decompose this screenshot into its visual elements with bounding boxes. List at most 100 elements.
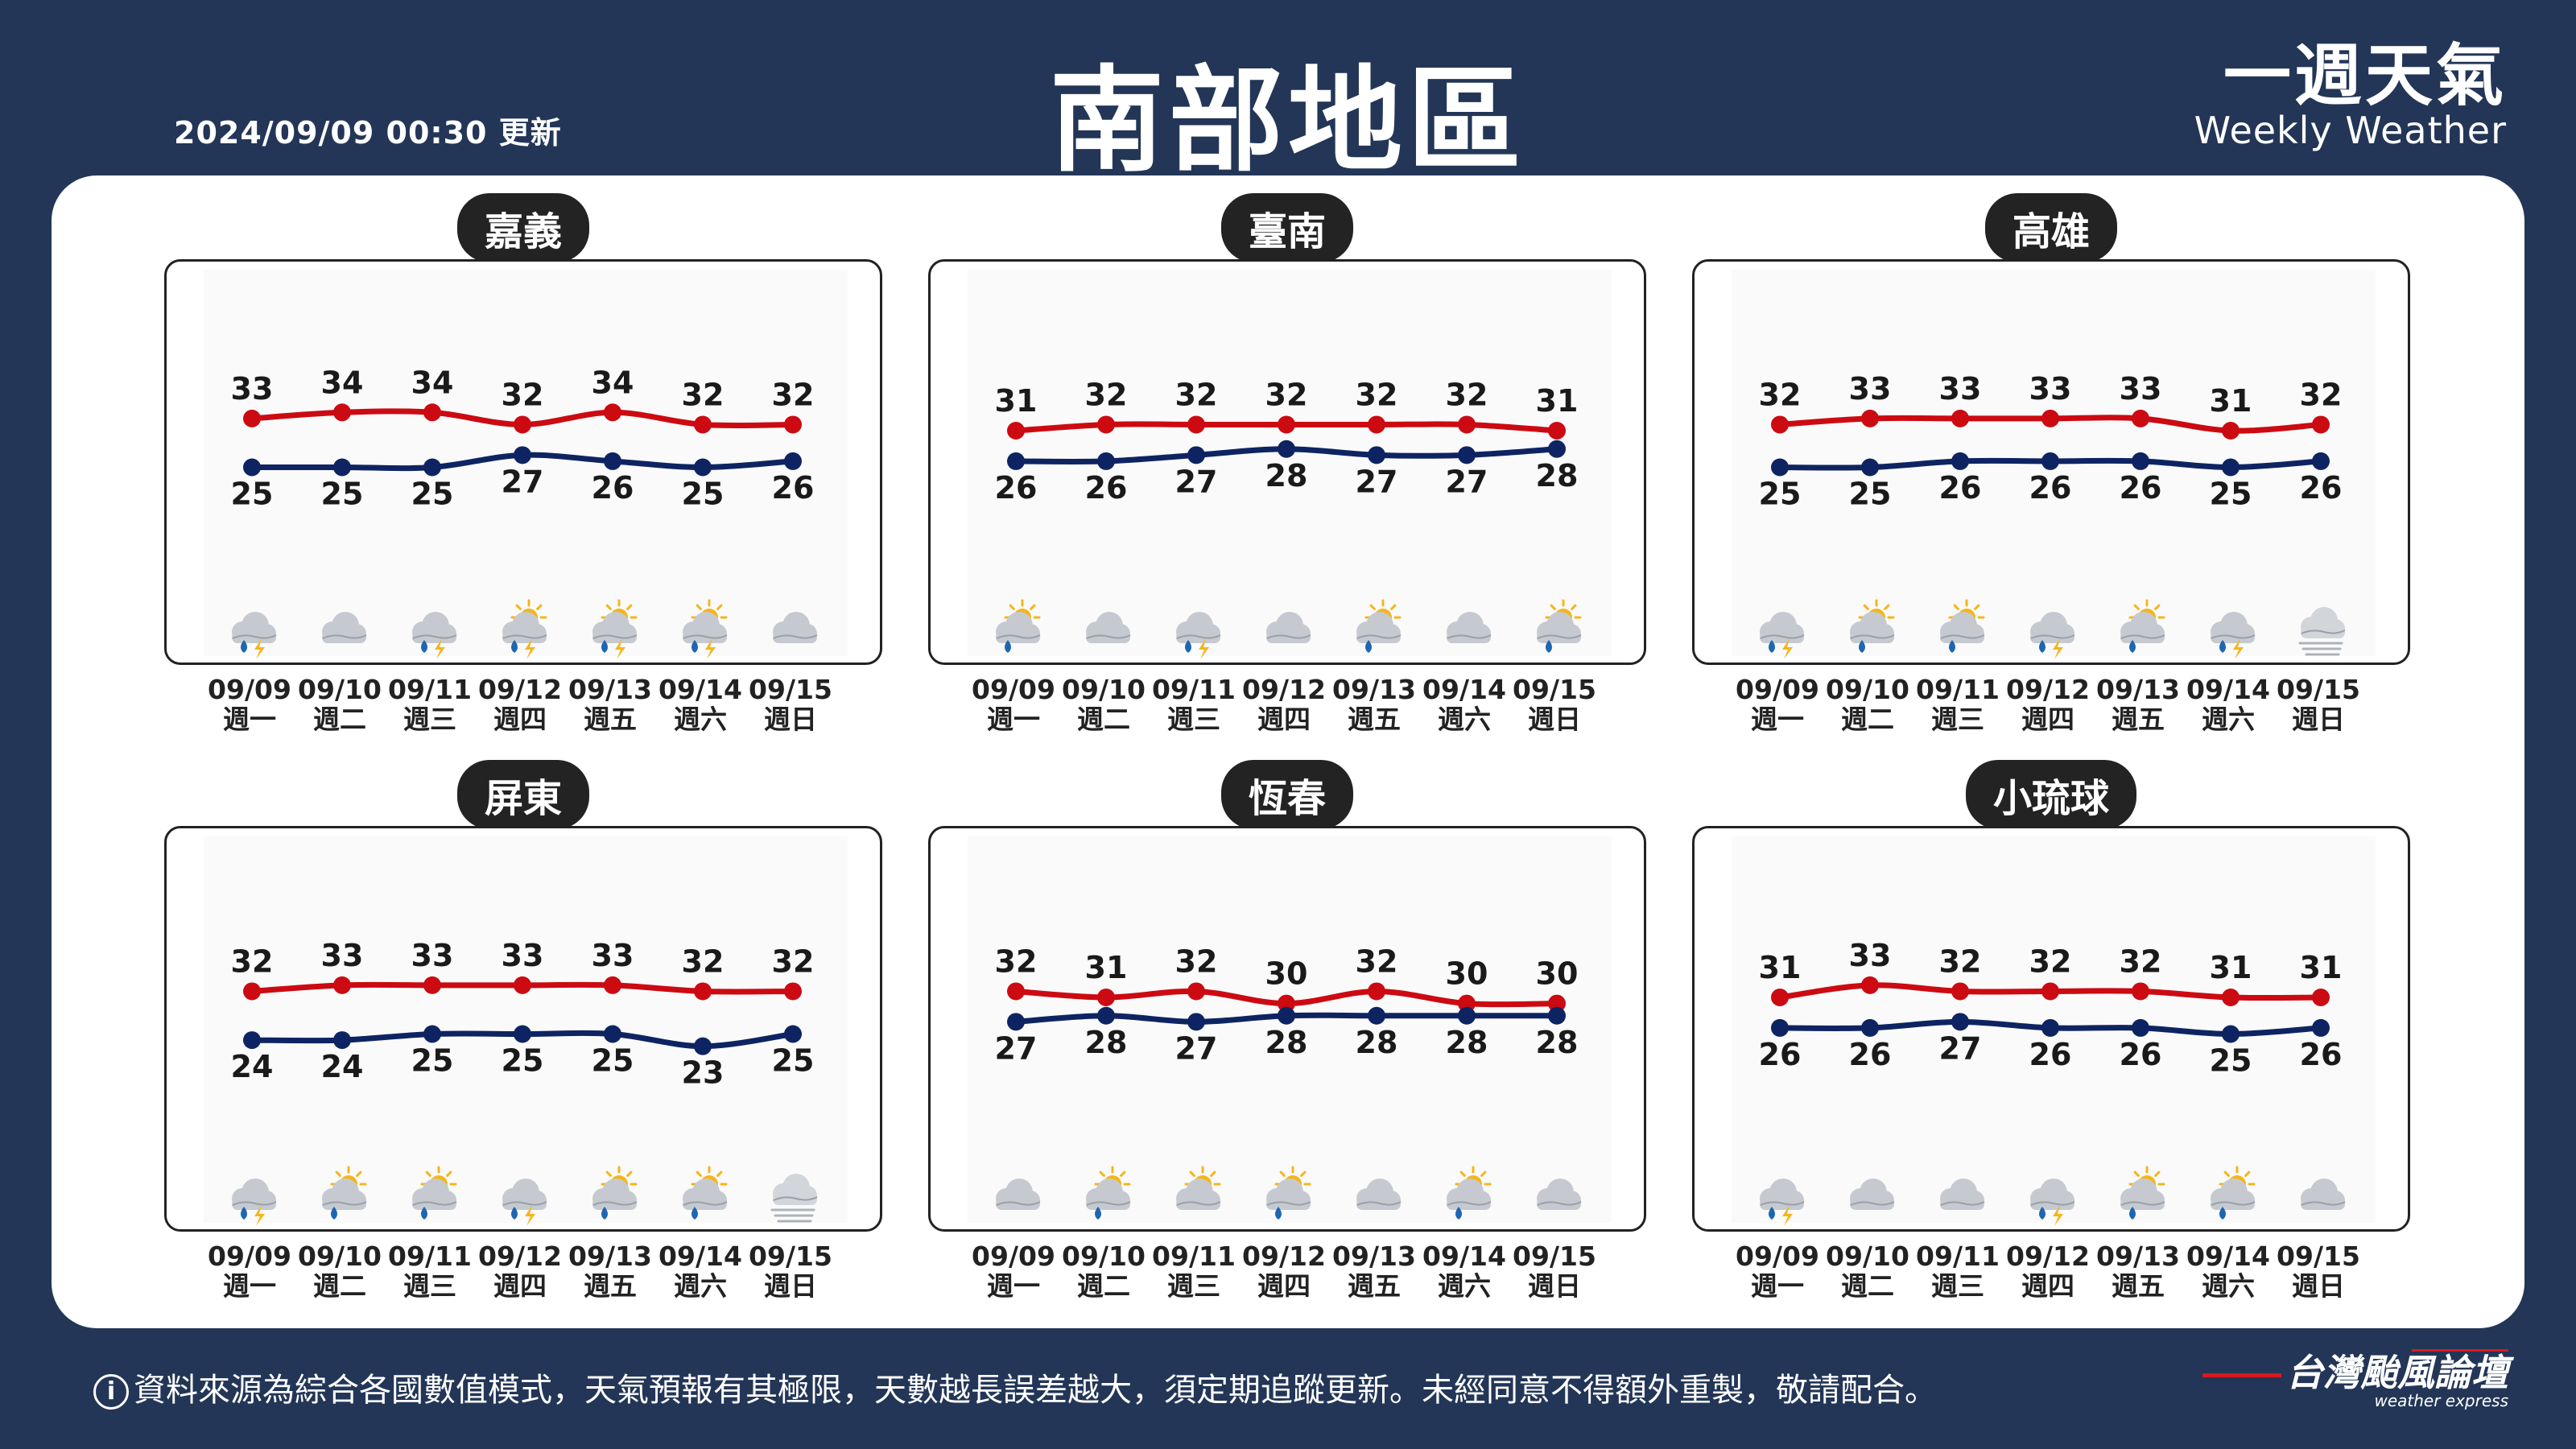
- low-temp-point: [1861, 458, 1879, 477]
- day-label: 09/14 週六: [2186, 675, 2270, 734]
- logo-text: 台灣颱風論壇: [2286, 1351, 2508, 1394]
- plot-area: [968, 836, 1612, 1223]
- high-temp-label: 32: [231, 943, 274, 979]
- high-temp-label: 31: [2210, 950, 2252, 985]
- sun-rain-icon: [412, 1166, 457, 1220]
- day-label: 09/13 週五: [1332, 675, 1416, 734]
- content-panel: 嘉義 33 34 34 32 34 32 32 25 25 25 27 26 25 26 09/09 週一 09/…: [52, 175, 2524, 1328]
- cloudy-icon: [1266, 612, 1311, 643]
- temperature-chart: 33 34 34 32 34 32 32 25 25 25 27 26 25 26: [204, 270, 848, 659]
- low-temp-label: 25: [321, 477, 364, 512]
- low-temp-point: [784, 452, 802, 470]
- day-label: 09/11 週三: [1152, 675, 1236, 734]
- low-temp-point: [1007, 1013, 1025, 1031]
- high-temp-point: [423, 403, 441, 422]
- high-temp-label: 30: [1446, 956, 1488, 992]
- brand-subtitle: Weekly Weather: [2194, 109, 2507, 152]
- date-tick: 09/15: [749, 1241, 832, 1272]
- high-temp-point: [2222, 422, 2240, 440]
- city-title: 恆春: [1220, 760, 1354, 829]
- low-temp-point: [2222, 458, 2240, 477]
- city-title: 小琉球: [1965, 760, 2137, 829]
- weekday-tick: 週一: [1751, 704, 1804, 735]
- low-temp-label: 26: [1849, 1037, 1892, 1072]
- temperature-chart: 31 32 32 32 32 32 31 26 26 27 28 27 27 28: [968, 270, 1612, 659]
- low-temp-label: 27: [1356, 464, 1398, 499]
- date-tick: 09/11: [388, 1241, 472, 1272]
- day-label: 09/10 週二: [298, 675, 382, 734]
- low-temp-point: [1771, 1018, 1789, 1037]
- date-tick: 09/15: [1513, 674, 1596, 705]
- weekday-tick: 週三: [1931, 704, 1984, 735]
- high-temp-point: [333, 403, 351, 422]
- high-temp-point: [1548, 994, 1566, 1013]
- day-label: 09/10 週二: [298, 1241, 382, 1301]
- chart-frame: 31 32 32 32 32 32 31 26 26 27 28 27 27 28: [928, 259, 1646, 665]
- low-temp-label: 28: [1265, 1025, 1308, 1060]
- date-tick: 09/14: [1422, 1241, 1506, 1272]
- weekday-tick: 週三: [1167, 1270, 1220, 1302]
- high-temp-label: 32: [2120, 943, 2162, 979]
- low-temp-label: 26: [2029, 470, 2072, 506]
- low-temp-point: [1861, 1018, 1879, 1037]
- high-temp-label: 32: [1759, 377, 1802, 412]
- high-temp-point: [2041, 982, 2059, 1001]
- high-temp-point: [1861, 976, 1879, 994]
- weekday-tick: 週日: [1528, 704, 1581, 735]
- high-temp-label: 33: [2029, 371, 2072, 407]
- weekday-tick: 週二: [1841, 704, 1894, 735]
- high-temp-point: [1097, 415, 1115, 434]
- high-temp-label: 33: [1849, 938, 1892, 973]
- date-tick: 09/10: [1062, 1241, 1146, 1272]
- date-tick: 09/10: [298, 1241, 382, 1272]
- high-temp-label: 33: [502, 938, 544, 973]
- low-temp-label: 25: [502, 1043, 544, 1079]
- date-tick: 09/13: [1332, 1241, 1416, 1272]
- date-tick: 09/15: [2277, 674, 2360, 705]
- low-temp-label: 26: [995, 470, 1038, 506]
- low-temp-point: [2132, 1018, 2149, 1037]
- weekday-tick: 週日: [764, 704, 817, 735]
- low-temp-label: 27: [502, 464, 544, 499]
- high-temp-point: [1951, 409, 1969, 427]
- high-temp-label: 32: [1939, 943, 1982, 979]
- high-temp-label: 30: [1265, 956, 1308, 992]
- date-tick: 09/13: [568, 1241, 652, 1272]
- high-temp-point: [1771, 415, 1789, 434]
- high-temp-point: [1771, 989, 1789, 1007]
- cloudy-icon: [773, 612, 818, 643]
- sun-rain-icon: [1537, 599, 1582, 653]
- day-label: 09/11 週三: [1916, 675, 2000, 734]
- high-temp-label: 32: [1446, 377, 1488, 412]
- sun-rain-icon: [996, 599, 1041, 653]
- sun-rain-icon: [1447, 1166, 1492, 1220]
- day-label: 09/14 週六: [1422, 675, 1506, 734]
- high-temp-point: [2312, 989, 2330, 1007]
- high-temp-label: 32: [1356, 377, 1398, 412]
- weekday-tick: 週四: [1257, 1270, 1311, 1302]
- low-temp-label: 27: [1939, 1030, 1982, 1066]
- day-label: 09/13 週五: [568, 1241, 652, 1301]
- date-tick: 09/12: [1242, 674, 1326, 705]
- high-temp-point: [604, 976, 621, 994]
- low-temp-point: [1771, 458, 1789, 477]
- weekday-tick: 週五: [2112, 704, 2165, 735]
- high-temp-label: 33: [2120, 371, 2162, 407]
- day-label: 09/09 週一: [208, 1241, 291, 1301]
- high-temp-point: [1368, 982, 1385, 1001]
- high-temp-label: 33: [1849, 371, 1892, 407]
- low-temp-point: [604, 1025, 621, 1043]
- city-title: 臺南: [1220, 193, 1354, 262]
- day-label: 09/09 週一: [1736, 1241, 1819, 1301]
- sun-rain-icon: [592, 1166, 638, 1220]
- low-temp-label: 26: [2120, 1037, 2162, 1072]
- day-label: 09/10 週二: [1062, 675, 1146, 734]
- chart-frame: 32 33 33 33 33 32 32 24 24 25 25 25 23 25: [164, 826, 882, 1232]
- day-label: 09/15 週日: [2277, 675, 2360, 734]
- high-temp-point: [1368, 415, 1385, 434]
- forum-logo: 台灣颱風論壇 weather express: [2202, 1349, 2508, 1410]
- high-temp-label: 34: [592, 365, 634, 400]
- high-temp-point: [1951, 982, 1969, 1001]
- thunder-rain-icon: [2030, 1179, 2075, 1226]
- sun-rain-icon: [2120, 1166, 2165, 1220]
